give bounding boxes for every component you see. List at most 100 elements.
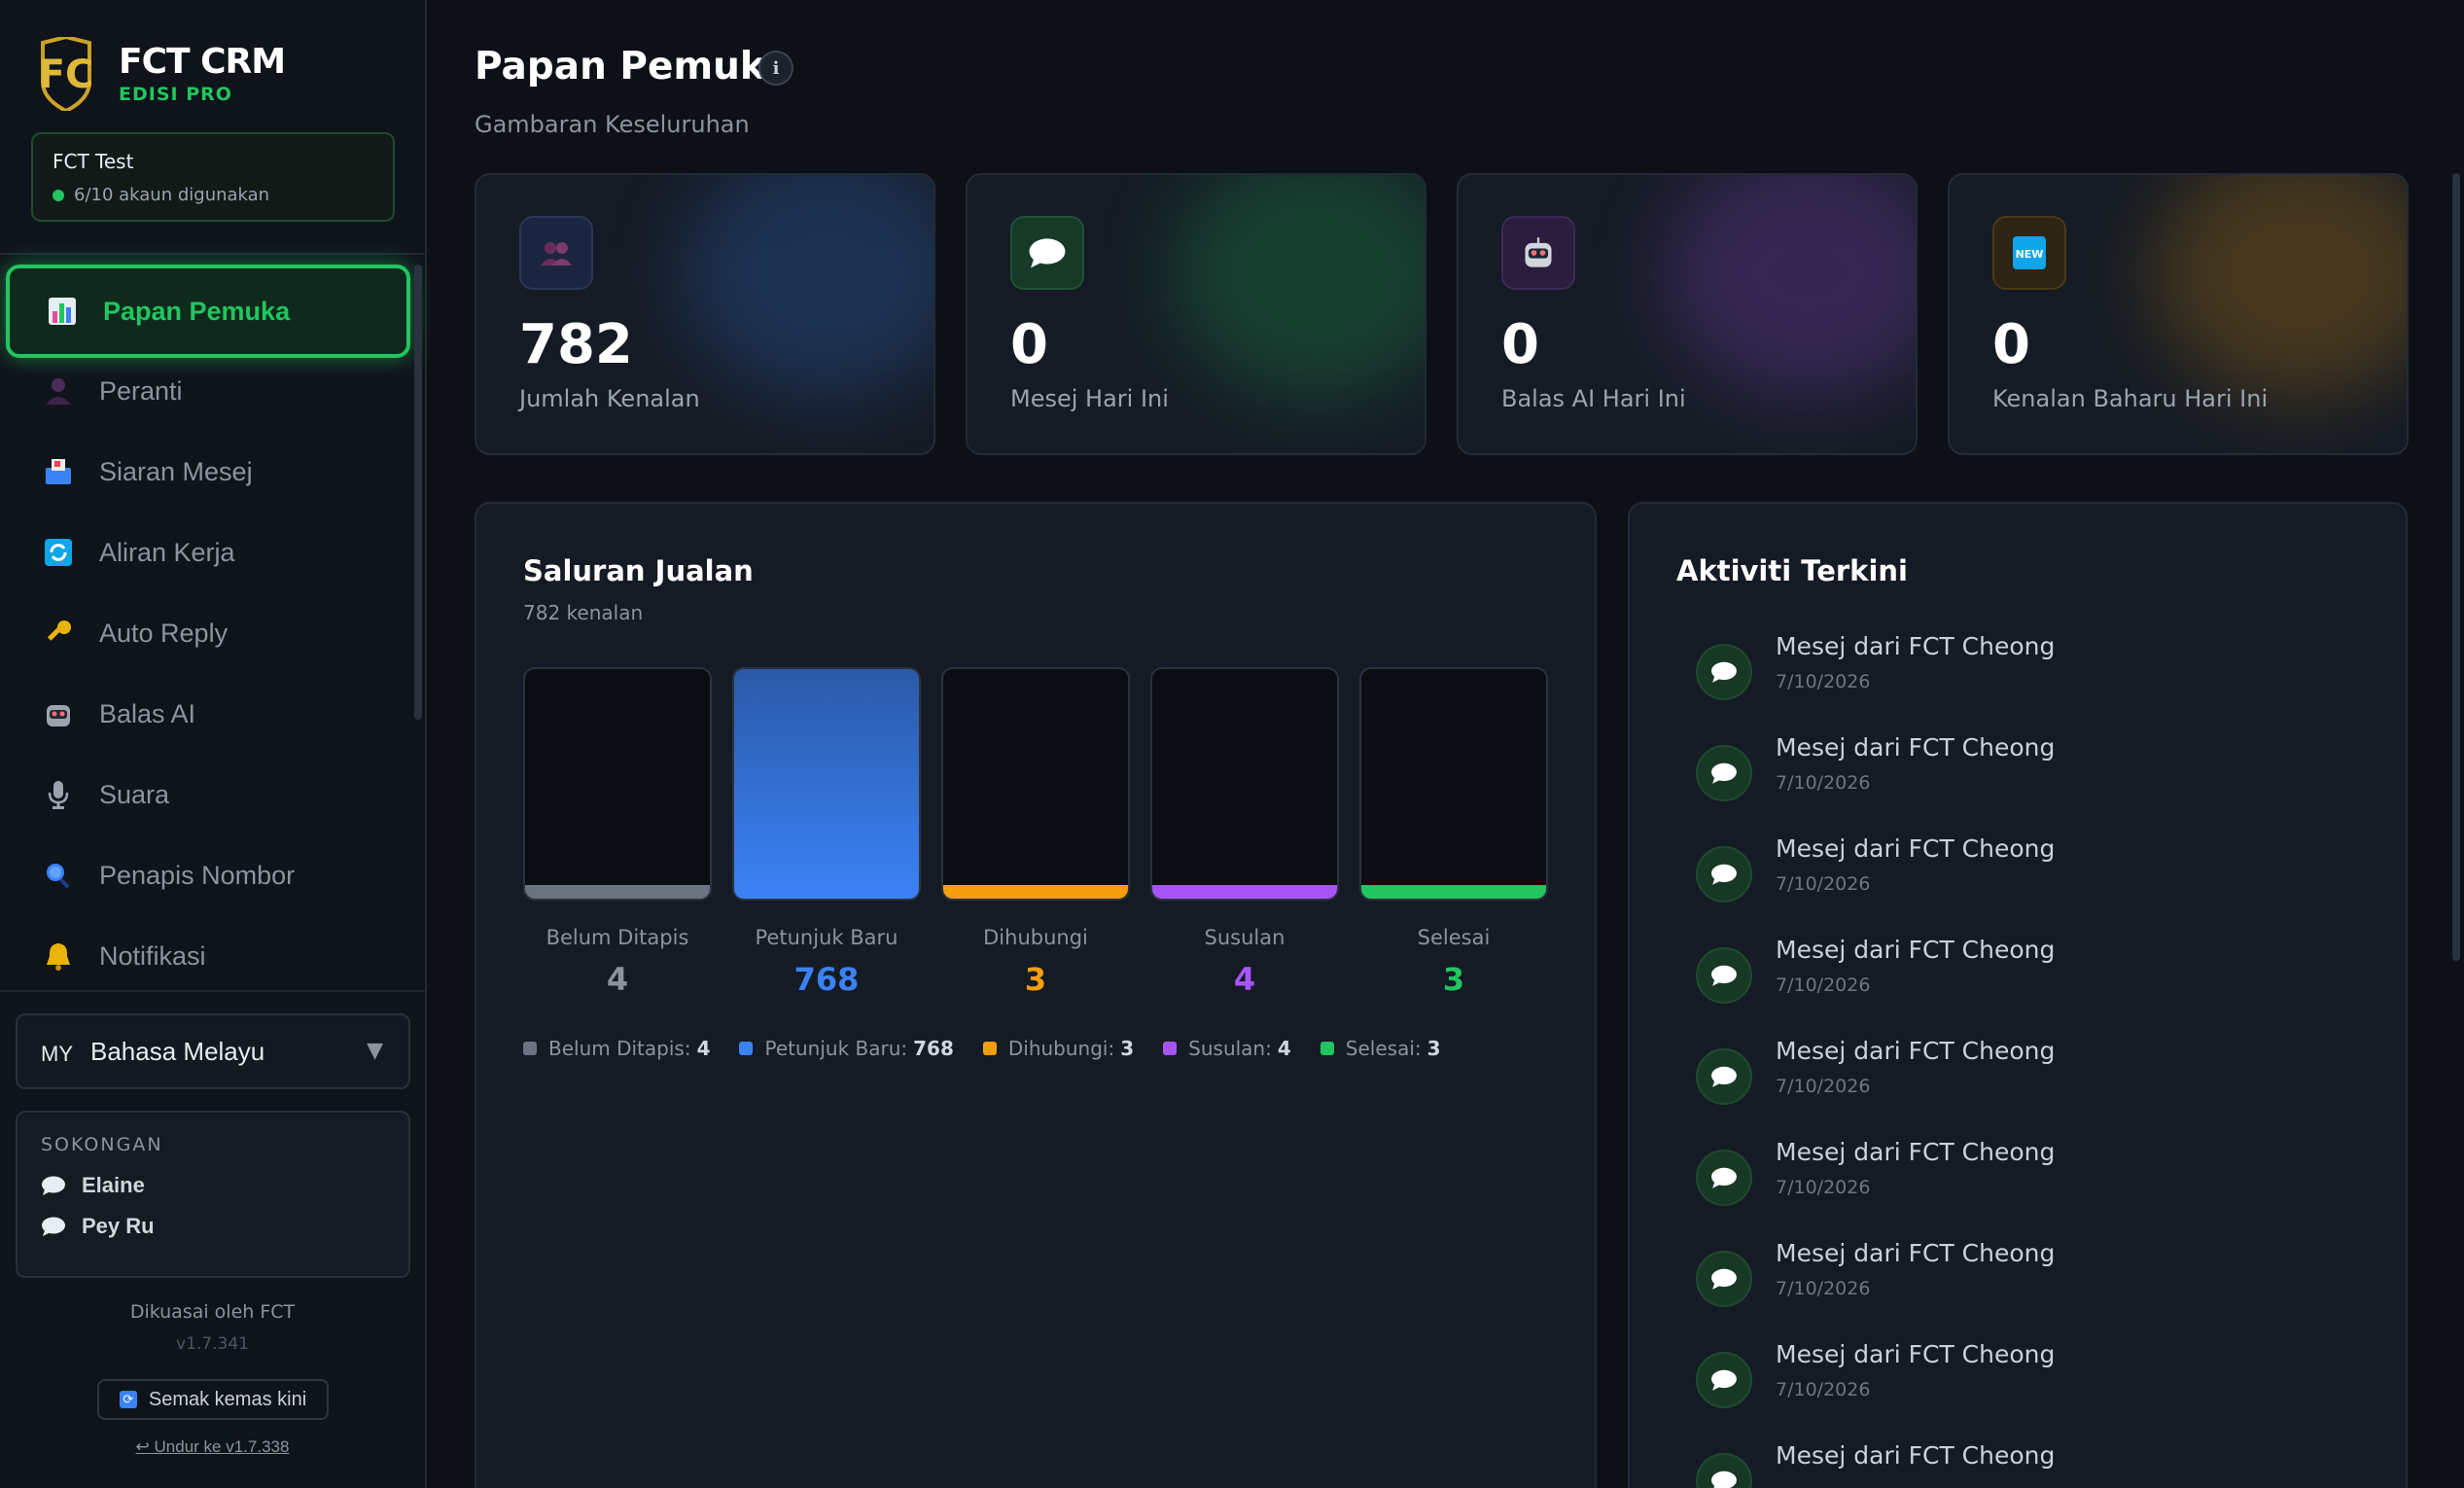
activity-item[interactable]: Mesej dari FCT Cheong 7/10/2026 (1696, 1138, 2318, 1216)
legend-value: 3 (1120, 1037, 1135, 1060)
sidebar-item-papan-pemuka[interactable]: Papan Pemuka (6, 265, 410, 358)
activity-item[interactable]: Mesej dari FCT Cheong 7/10/2026 (1696, 936, 2318, 1013)
stat-card-new-contacts-today: NEW 0 Kenalan Baharu Hari Ini (1948, 173, 2409, 455)
activity-date: 7/10/2026 (1776, 873, 1871, 895)
legend-swatch (1320, 1042, 1334, 1055)
chat-icon (1696, 1251, 1752, 1307)
activity-title: Mesej dari FCT Cheong (1776, 936, 2056, 964)
activity-title: Mesej dari FCT Cheong (1776, 1037, 2056, 1065)
legend-item: Belum Ditapis: 4 (523, 1037, 710, 1060)
legend-label: Belum Ditapis: (548, 1037, 691, 1060)
sidebar-item-label: Peranti (99, 375, 183, 406)
legend-swatch (982, 1042, 997, 1055)
funnel-bar[interactable] (1150, 667, 1339, 901)
recent-activity-card: Aktiviti Terkini Mesej dari FCT Cheong 7/… (1628, 502, 2408, 1488)
support-title: SOKONGAN (41, 1134, 163, 1155)
card-glow (1172, 175, 1425, 399)
legend-label: Petunjuk Baru: (764, 1037, 908, 1060)
card-title: Aktiviti Terkini (1676, 554, 1908, 587)
activity-item[interactable]: Mesej dari FCT Cheong 7/10/2026 (1696, 1239, 2318, 1317)
funnel-stage-value: 4 (1233, 961, 1256, 998)
legend-swatch (523, 1042, 537, 1055)
chevron-down-icon: ▼ (367, 1039, 383, 1063)
chart-icon (45, 294, 80, 329)
funnel-bar-fill (1361, 885, 1546, 899)
sidebar: FC FCT CRM EDISI PRO FCT Test 6/10 akaun… (0, 0, 427, 1488)
sidebar-item-label: Auto Reply (99, 618, 229, 648)
main-scrollbar[interactable] (2452, 173, 2460, 961)
sidebar-item-peranti[interactable]: Peranti (6, 344, 410, 438)
sidebar-item-siaran-mesej[interactable]: Siaran Mesej (6, 425, 410, 518)
language-select[interactable]: MY Bahasa Melayu ▼ (16, 1013, 410, 1089)
divider (0, 253, 425, 255)
funnel-bar[interactable] (732, 667, 921, 901)
activity-item[interactable]: Mesej dari FCT Cheong 7/10/2026 (1696, 733, 2318, 811)
rollback-link[interactable]: ↩ Undur ke v1.7.338 (135, 1437, 290, 1456)
sidebar-item-balas-ai[interactable]: Balas AI (6, 667, 410, 761)
info-icon[interactable]: i (758, 51, 793, 86)
divider (0, 990, 425, 992)
legend-swatch (739, 1042, 754, 1055)
account-usage-text: 6/10 akaun digunakan (74, 185, 270, 205)
funnel-bar[interactable] (523, 667, 712, 901)
funnel-stage-value: 3 (1442, 961, 1465, 998)
microphone-icon (41, 777, 76, 812)
sidebar-item-aliran-kerja[interactable]: Aliran Kerja (6, 506, 410, 599)
chat-icon (1010, 216, 1084, 290)
chat-bubble-icon (42, 1217, 65, 1236)
legend-value: 3 (1426, 1037, 1441, 1060)
page-title: Papan Pemuka (475, 45, 792, 89)
funnel-bar[interactable] (941, 667, 1130, 901)
sidebar-item-label: Balas AI (99, 698, 196, 728)
card-glow (2154, 175, 2407, 399)
legend-item: Selesai: 3 (1320, 1037, 1441, 1060)
activity-title: Mesej dari FCT Cheong (1776, 834, 2056, 863)
svg-text:NEW: NEW (2016, 248, 2044, 261)
sidebar-scrollbar[interactable] (414, 265, 422, 720)
brand-logo-icon: FC (39, 37, 93, 111)
sidebar-item-suara[interactable]: Suara (6, 748, 410, 841)
funnel-bar-fill (734, 669, 919, 899)
activity-item[interactable]: Mesej dari FCT Cheong (1696, 1441, 2318, 1488)
stat-label: Jumlah Kenalan (519, 385, 700, 412)
stat-card-messages-today: 0 Mesej Hari Ini (966, 173, 1426, 455)
legend-label: Dihubungi: (1007, 1037, 1115, 1060)
stat-value: 0 (1010, 313, 1048, 376)
sidebar-item-auto-reply[interactable]: Auto Reply (6, 586, 410, 680)
check-update-label: Semak kemas kini (148, 1388, 307, 1410)
new-badge-icon: NEW (1992, 216, 2066, 290)
support-contact-pey-ru[interactable]: Pey Ru (41, 1214, 385, 1239)
chat-icon (1696, 1352, 1752, 1408)
card-subtitle: 782 kenalan (523, 601, 644, 624)
legend-item: Dihubungi: 3 (982, 1037, 1135, 1060)
refresh-icon: ⟳ (119, 1391, 137, 1408)
stat-label: Kenalan Baharu Hari Ini (1992, 385, 2269, 412)
activity-date: 7/10/2026 (1776, 772, 1871, 794)
chat-bubble-icon (42, 1176, 65, 1195)
activity-item[interactable]: Mesej dari FCT Cheong 7/10/2026 (1696, 834, 2318, 912)
activity-title: Mesej dari FCT Cheong (1776, 1441, 2056, 1470)
powered-by: Dikuasai oleh FCT (129, 1301, 296, 1323)
stat-card-total-contacts: 782 Jumlah Kenalan (475, 173, 935, 455)
funnel-stage-name: Dihubungi (983, 926, 1088, 949)
activity-date: 7/10/2026 (1776, 1278, 1871, 1299)
chat-icon (1696, 1150, 1752, 1206)
activity-item[interactable]: Mesej dari FCT Cheong 7/10/2026 (1696, 1340, 2318, 1418)
people-icon (519, 216, 593, 290)
funnel-bar[interactable] (1359, 667, 1548, 901)
activity-item[interactable]: Mesej dari FCT Cheong 7/10/2026 (1696, 1037, 2318, 1115)
user-icon (41, 373, 76, 408)
funnel-stage-name: Susulan (1204, 926, 1285, 949)
funnel-bar-fill (1152, 885, 1337, 899)
funnel-stage-value: 768 (793, 961, 860, 998)
sidebar-item-label: Siaran Mesej (99, 456, 253, 486)
sidebar-item-penapis-nombor[interactable]: Penapis Nombor (6, 829, 410, 922)
support-contact-elaine[interactable]: Elaine (41, 1173, 385, 1198)
activity-title: Mesej dari FCT Cheong (1776, 632, 2056, 660)
sales-funnel-card: Saluran Jualan 782 kenalan Belum Ditapis… (475, 502, 1597, 1488)
sidebar-item-notifikasi[interactable]: Notifikasi (6, 909, 410, 1003)
check-update-button[interactable]: ⟳ Semak kemas kini (97, 1379, 329, 1420)
brand[interactable]: FC FCT CRM EDISI PRO (39, 37, 286, 111)
account-card[interactable]: FCT Test 6/10 akaun digunakan (31, 132, 395, 222)
activity-item[interactable]: Mesej dari FCT Cheong 7/10/2026 (1696, 632, 2318, 710)
